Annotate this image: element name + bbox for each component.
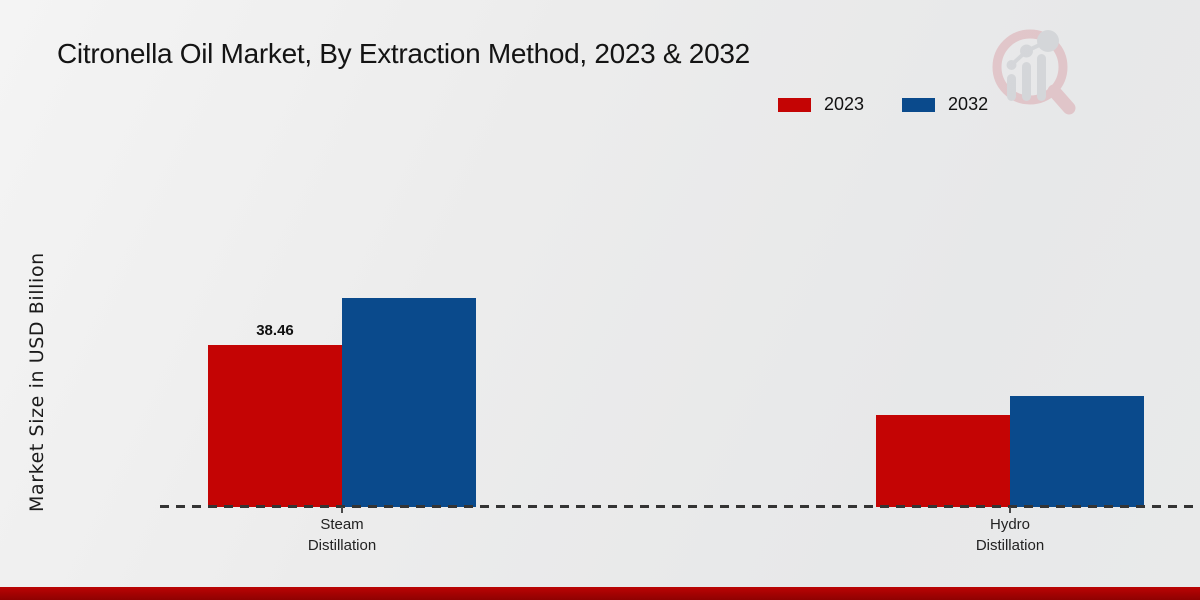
x-category-label-steam-distillation: Steam Distillation xyxy=(307,516,377,554)
chart-legend: 2023 2032 xyxy=(778,94,988,115)
bar-2023-hydro-distillation xyxy=(876,415,1010,507)
legend-label-2032: 2032 xyxy=(948,94,989,114)
bar-2023-steam-distillation xyxy=(208,345,342,507)
bar-value-label-2023-steam-distillation: 38.46 xyxy=(256,322,294,339)
x-category-label-hydro-distillation: Hydro Distillation xyxy=(975,516,1045,554)
x-axis-tick-hydro-distillation xyxy=(1009,507,1011,513)
legend-label-2023: 2023 xyxy=(824,94,865,114)
legend-swatch-2032 xyxy=(902,97,936,112)
chart-title: Citronella Oil Market, By Extraction Met… xyxy=(57,38,750,69)
legend-item-2032: 2032 xyxy=(902,94,988,115)
magnifier-bar-chart-logo-icon xyxy=(992,29,1076,115)
legend-swatch-2023 xyxy=(778,97,811,112)
x-axis-baseline xyxy=(160,505,1197,508)
bar-2032-steam-distillation xyxy=(342,298,476,507)
footer-accent-bar xyxy=(0,587,1200,600)
x-axis-tick-steam-distillation xyxy=(341,507,343,513)
legend-item-2023: 2023 xyxy=(778,94,864,115)
bar-2032-hydro-distillation xyxy=(1010,396,1144,507)
